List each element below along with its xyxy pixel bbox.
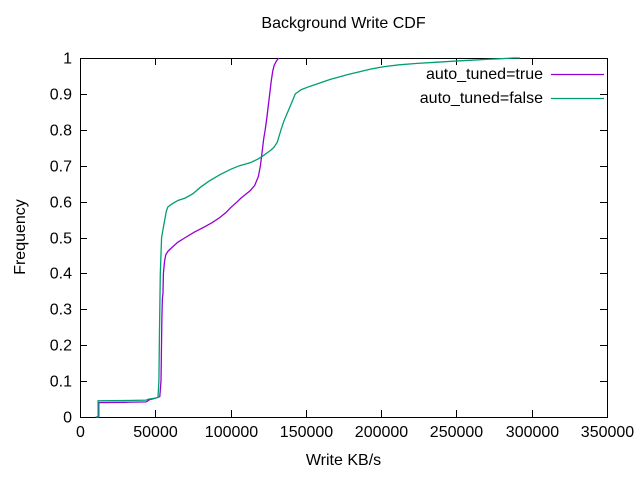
y-tick-label: 0.6 bbox=[50, 195, 72, 212]
y-tick-label: 1 bbox=[63, 51, 72, 68]
x-tick-label: 300000 bbox=[506, 424, 559, 441]
y-tick-label: 0.2 bbox=[50, 338, 72, 355]
y-tick-label: 0.4 bbox=[50, 266, 72, 283]
y-tick-label: 0.3 bbox=[50, 302, 72, 319]
x-tick-label: 200000 bbox=[355, 424, 408, 441]
y-tick-label: 0.9 bbox=[50, 87, 72, 104]
legend-label-auto-tuned-false: auto_tuned=false bbox=[419, 90, 543, 107]
x-tick-label: 100000 bbox=[205, 424, 258, 441]
legend-label-auto-tuned-true: auto_tuned=true bbox=[426, 66, 543, 83]
x-tick-label: 250000 bbox=[430, 424, 483, 441]
chart-title: Background Write CDF bbox=[261, 15, 426, 32]
y-tick-label: 0.5 bbox=[50, 231, 72, 248]
x-tick-label: 50000 bbox=[133, 424, 178, 441]
x-axis-label: Write KB/s bbox=[305, 452, 382, 469]
x-tick-label: 150000 bbox=[280, 424, 333, 441]
y-axis-label: Frequency bbox=[12, 199, 29, 275]
curve-auto-tuned-false bbox=[95, 57, 520, 418]
y-tick-label: 0.7 bbox=[50, 159, 72, 176]
curve-auto-tuned-true bbox=[95, 57, 280, 418]
x-tick-label: 0 bbox=[76, 424, 85, 441]
x-tick-label: 350000 bbox=[581, 424, 634, 441]
y-tick-label: 0.1 bbox=[50, 374, 72, 391]
y-tick-label: 0 bbox=[63, 410, 72, 427]
y-tick-label: 0.8 bbox=[50, 123, 72, 140]
